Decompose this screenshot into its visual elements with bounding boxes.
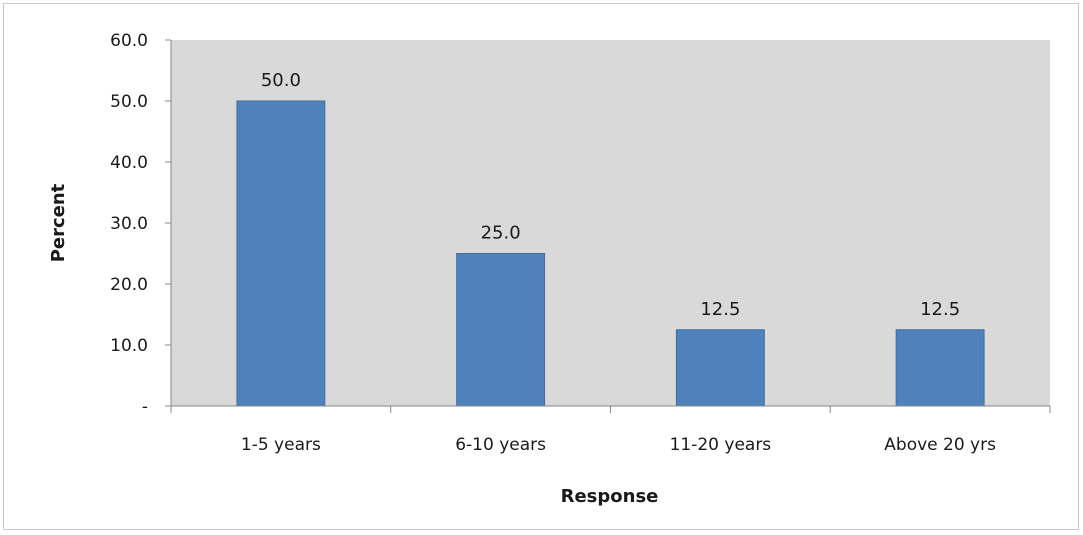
bar (456, 253, 546, 407)
x-axis-title: Response (561, 486, 659, 507)
category-label: 6-10 years (455, 435, 546, 455)
data-labels: 50.0 25.0 12.5 12.5 (261, 70, 960, 320)
y-tick-label: 10.0 (110, 336, 148, 356)
category-label: 11-20 years (670, 435, 772, 455)
category-label: Above 20 yrs (884, 435, 996, 455)
y-tick-label: 60.0 (110, 31, 148, 51)
bar-value-label: 12.5 (700, 299, 740, 320)
bar-value-label: 25.0 (481, 223, 521, 244)
x-axis-category-labels: 1-5 years 6-10 years 11-20 years Above 20 y… (241, 435, 996, 455)
bar-value-label: 50.0 (261, 70, 301, 91)
y-tick-label: - (142, 397, 148, 417)
y-axis-ticks: - 10.0 20.0 30.0 40.0 50.0 60.0 (110, 31, 171, 417)
y-tick-label: 20.0 (110, 275, 148, 295)
y-tick-label: 40.0 (110, 153, 148, 173)
bar (895, 329, 985, 407)
y-tick-label: 30.0 (110, 214, 148, 234)
chart-frame: - 10.0 20.0 30.0 40.0 50.0 60.0 50.0 25.0 12.5 12… (3, 3, 1079, 530)
bar (236, 100, 326, 407)
y-tick-label: 50.0 (110, 92, 148, 112)
bar (675, 329, 765, 407)
category-label: 1-5 years (241, 435, 321, 455)
x-axis-ticks (170, 406, 1051, 413)
bar-chart: - 10.0 20.0 30.0 40.0 50.0 60.0 50.0 25.0 12.5 12… (48, 31, 1051, 507)
y-axis-title: Percent (48, 183, 69, 262)
bar-value-label: 12.5 (920, 299, 960, 320)
